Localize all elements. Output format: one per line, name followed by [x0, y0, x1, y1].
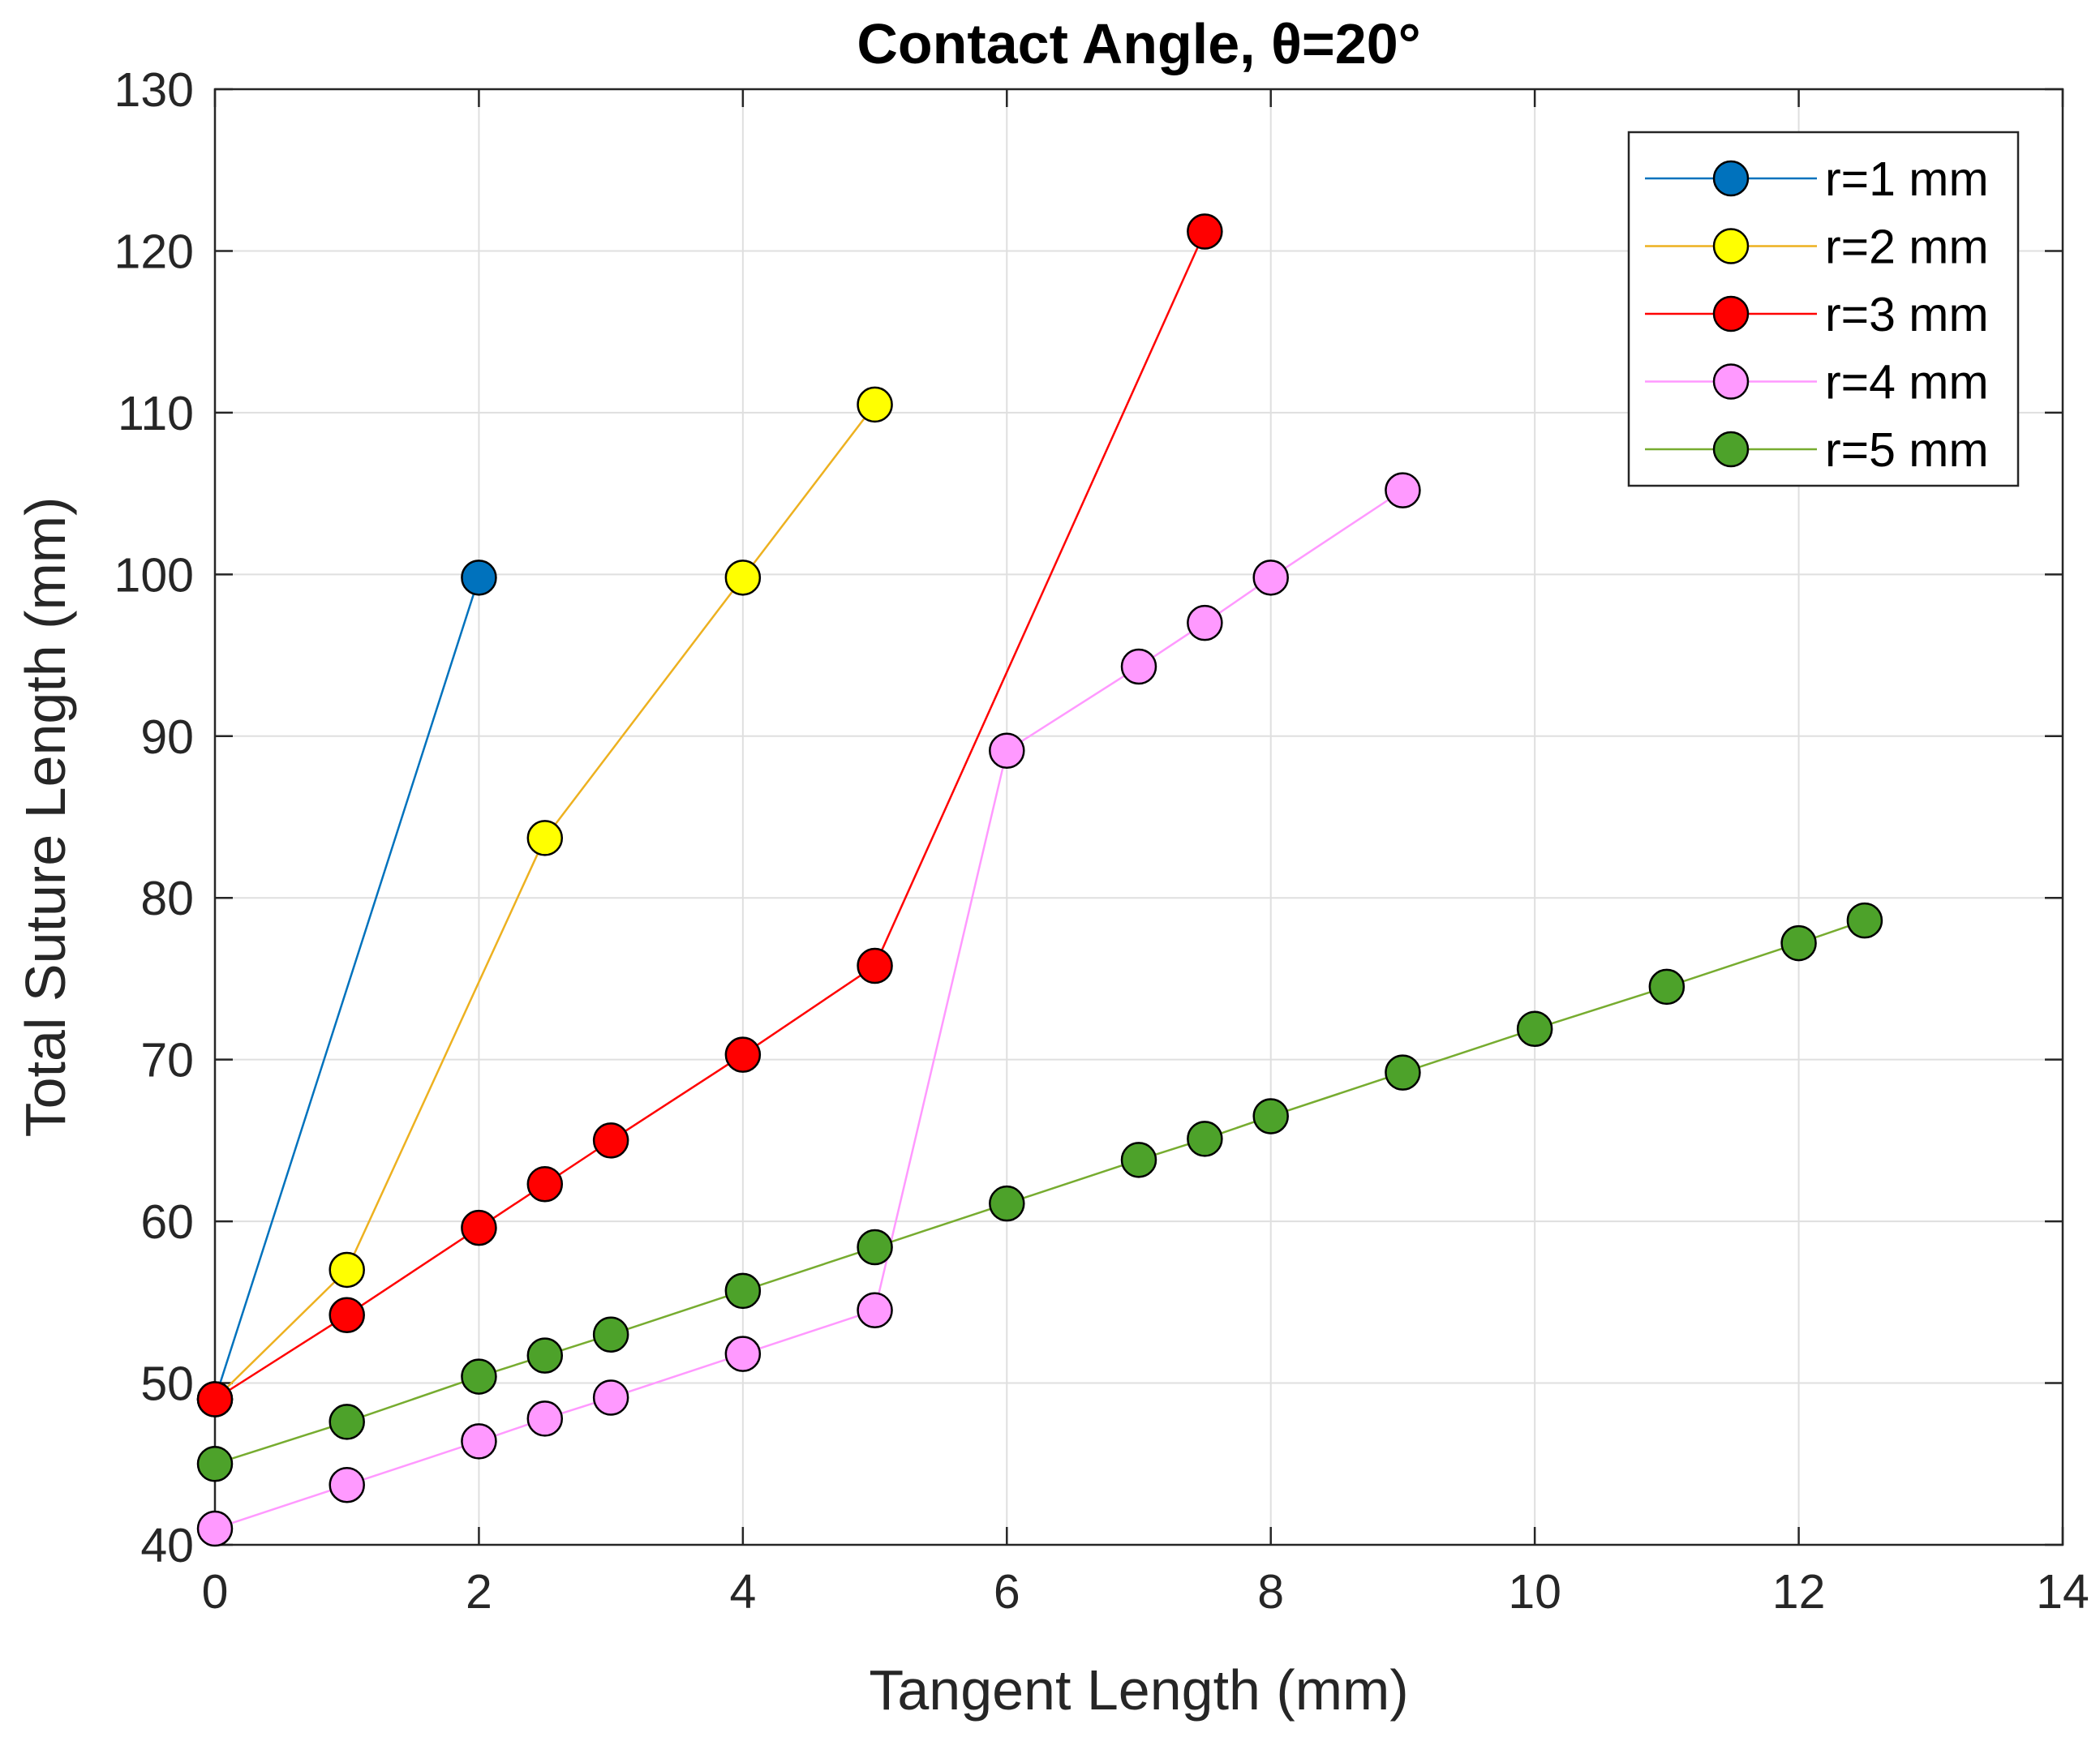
legend-label: r=3 mm: [1825, 288, 1989, 341]
data-point: [1187, 1121, 1223, 1157]
y-tick-label: 50: [140, 1357, 194, 1411]
data-point: [724, 1336, 762, 1372]
legend-item: r=2 mm: [1645, 221, 1989, 274]
data-point: [1120, 648, 1157, 685]
legend-marker: [1712, 363, 1750, 400]
data-point: [329, 1404, 365, 1440]
y-tick-label: 130: [114, 63, 194, 117]
data-point: [329, 1466, 365, 1503]
data-point: [329, 1251, 365, 1289]
y-tick-label: 110: [118, 387, 194, 440]
y-tick-label: 80: [140, 872, 194, 925]
data-point: [592, 1316, 629, 1353]
data-point: [526, 1165, 564, 1203]
y-tick-label: 60: [140, 1195, 194, 1249]
data-point: [857, 386, 893, 423]
series-line: [214, 919, 1866, 1465]
legend-item: r=3 mm: [1645, 288, 1989, 341]
legend-box: [1627, 131, 2020, 487]
data-point: [989, 732, 1025, 769]
series-line: [213, 577, 480, 1400]
x-tick-label: 2: [466, 1565, 492, 1619]
data-point: [724, 560, 762, 596]
data-point: [724, 1036, 762, 1073]
data-point: [526, 1337, 564, 1374]
y-tick-label: 100: [114, 548, 194, 602]
y-tick-label: 120: [114, 225, 194, 278]
series-3: [196, 213, 1223, 1417]
legend-marker: [1712, 228, 1750, 264]
legend-label: r=5 mm: [1825, 423, 1989, 477]
legend-marker: [1712, 431, 1750, 468]
series-5: [196, 902, 1883, 1482]
data-point: [1648, 968, 1686, 1006]
data-point: [461, 560, 497, 596]
legend-label: r=4 mm: [1825, 356, 1989, 410]
data-point: [1187, 213, 1223, 250]
y-tick-label: 40: [140, 1519, 194, 1572]
legend-item: r=1 mm: [1645, 152, 1989, 206]
y-axis-label: Total Suture Length (mm): [14, 497, 77, 1138]
plot-series: [196, 213, 1883, 1547]
x-tick-label: 0: [202, 1565, 229, 1619]
data-point: [329, 1297, 365, 1334]
legend-item: r=5 mm: [1645, 423, 1989, 477]
series-4: [196, 472, 1421, 1547]
data-point: [592, 1379, 629, 1416]
data-point: [989, 1185, 1025, 1222]
legend-label: r=1 mm: [1825, 152, 1989, 206]
x-tick-label: 10: [1508, 1565, 1561, 1619]
data-point: [461, 1358, 497, 1395]
legend: r=1 mm r=2 mm r=3 mm r=4 mm r=5 mm: [1627, 131, 2020, 487]
x-tick-label: 14: [2036, 1565, 2089, 1619]
data-point: [461, 1209, 497, 1246]
data-point: [196, 1381, 234, 1417]
data-point: [1846, 902, 1883, 939]
plot-area-frame: [213, 88, 2064, 1546]
legend-label: r=2 mm: [1825, 221, 1989, 274]
data-point: [1252, 1098, 1289, 1134]
data-point: [1187, 604, 1223, 641]
data-point: [1385, 1054, 1421, 1091]
data-point: [1780, 924, 1817, 962]
data-point: [461, 1423, 497, 1460]
data-point: [1385, 472, 1421, 508]
x-tick-label: 6: [994, 1565, 1020, 1619]
x-axis-label: Tangent Length (mm): [869, 1658, 1408, 1722]
series-line: [214, 230, 1206, 1400]
y-tick-label: 70: [140, 1034, 194, 1087]
data-point: [1252, 560, 1289, 596]
data-point: [1120, 1142, 1157, 1178]
legend-item: r=4 mm: [1645, 356, 1989, 410]
data-point: [196, 1446, 234, 1482]
data-point: [857, 1292, 893, 1329]
x-tick-label: 8: [1257, 1565, 1284, 1619]
legend-marker: [1712, 295, 1750, 332]
data-point: [724, 1272, 762, 1310]
x-tick-label: 4: [729, 1565, 756, 1619]
data-point: [526, 820, 564, 856]
data-point: [857, 947, 893, 984]
chart-title: Contact Angle, θ=20°: [857, 12, 1420, 75]
data-point: [592, 1122, 629, 1159]
data-point: [857, 1229, 893, 1266]
legend-marker: [1712, 160, 1750, 197]
x-tick-label: 12: [1772, 1565, 1826, 1619]
y-tick-label: 90: [140, 710, 194, 764]
data-point: [1516, 1010, 1553, 1048]
data-point: [196, 1510, 234, 1547]
data-point: [526, 1400, 564, 1437]
